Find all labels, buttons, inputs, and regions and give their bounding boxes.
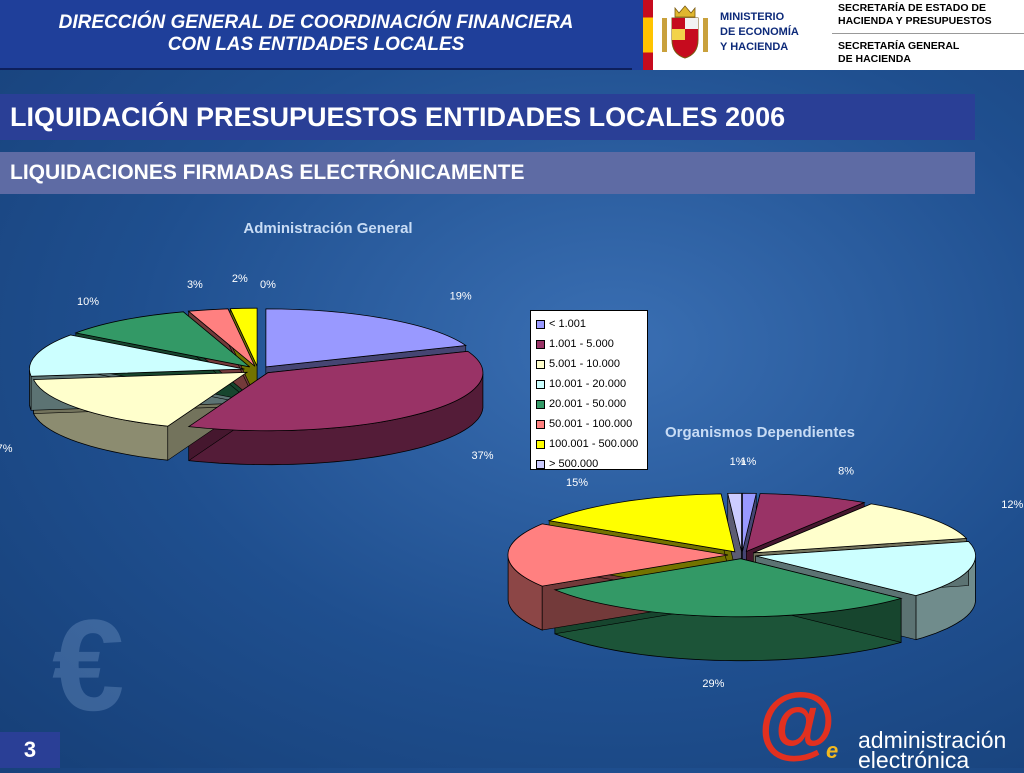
pie-data-label: 0% xyxy=(260,279,276,291)
pie-slice-5.001 - 10.000 xyxy=(753,503,968,554)
secretariat-box xyxy=(828,0,1024,70)
legend-label: < 1.001 xyxy=(549,318,587,330)
legend-swatch xyxy=(536,319,545,329)
pie-data-label: 37% xyxy=(471,450,493,462)
pie-slice-20.001 - 50.000 xyxy=(553,558,903,618)
pie-data-label: 19% xyxy=(450,291,472,303)
pie-data-label: 1% xyxy=(730,456,746,468)
legend-label: 5.001 - 10.000 xyxy=(549,358,620,370)
legend-label: 10.001 - 20.000 xyxy=(549,378,627,390)
ministry-line3: Y HACIENDA xyxy=(720,41,789,53)
legend-swatch xyxy=(536,339,545,349)
legend-item: 20.001 - 50.000 xyxy=(536,394,642,414)
ministry-line2: DE ECONOMÍA xyxy=(720,26,799,38)
legend-swatch xyxy=(536,379,545,389)
at-sign-icon: @ xyxy=(758,677,837,766)
chart-title: Organismos Dependientes xyxy=(665,424,855,441)
legend-swatch xyxy=(536,399,545,409)
page-number: 3 xyxy=(0,732,60,768)
pie-slice-100.001 - 500.000 xyxy=(547,493,736,553)
legend-item: 50.001 - 100.000 xyxy=(536,414,642,434)
pie-data-label: 10% xyxy=(77,296,99,308)
logo-text: administración electrónica xyxy=(858,727,1007,773)
legend-item: 100.001 - 500.000 xyxy=(536,434,642,454)
pie-slice-5.001 - 10.000 xyxy=(32,371,249,427)
slide-title: LIQUIDACIÓN PRESUPUESTOS ENTIDADES LOCAL… xyxy=(0,94,975,140)
chart-title: Administración General xyxy=(243,220,412,237)
legend-label: > 500.000 xyxy=(549,458,599,470)
legend-item: 5.001 - 10.000 xyxy=(536,354,642,374)
e-letter-icon: e xyxy=(826,738,839,763)
ministry-line1: MINISTERIO xyxy=(720,11,785,23)
department-title: DIRECCIÓN GENERAL DE COORDINACIÓN FINANC… xyxy=(0,0,632,70)
pie-slice-10.001 - 20.000 xyxy=(29,334,245,377)
pie-data-label: 3% xyxy=(187,279,203,291)
legend-label: 100.001 - 500.000 xyxy=(549,438,639,450)
secretariat-state-line2: HACIENDA Y PRESUPUESTOS xyxy=(838,15,992,27)
pie-data-label: 17% xyxy=(0,443,13,455)
pie-data-label: 15% xyxy=(566,477,588,489)
pie-slice-< 1.001 xyxy=(741,492,757,552)
spain-flag xyxy=(643,0,653,70)
ministry-label: MINISTERIO DE ECONOMÍA Y HACIENDA xyxy=(720,10,799,55)
logo-line2: electrónica xyxy=(858,747,970,773)
pie-slice-> 500.000 xyxy=(727,492,743,552)
pie-slice-< 1.001 xyxy=(265,308,467,368)
department-title-line1: DIRECCIÓN GENERAL DE COORDINACIÓN FINANC… xyxy=(58,12,574,33)
pie-chart-1: 1%8%12%16%29%15%1%Organismos Dependiente… xyxy=(507,424,1024,690)
pie-slice-100.001 - 500.000 xyxy=(229,307,258,367)
legend-label: 50.001 - 100.000 xyxy=(549,418,633,430)
secretariat-state-line1: SECRETARÍA DE ESTADO DE xyxy=(838,2,986,14)
slide-subtitle: LIQUIDACIONES FIRMADAS ELECTRÓNICAMENTE xyxy=(0,152,975,194)
secretariat-general-line2: DE HACIENDA xyxy=(838,53,911,65)
legend-swatch xyxy=(536,439,545,449)
pie-data-label: 29% xyxy=(702,678,724,690)
legend-swatch xyxy=(536,359,545,369)
legend-swatch xyxy=(536,459,545,469)
pie-data-label: 12% xyxy=(1001,499,1023,511)
secretariat-general: SECRETARÍA GENERAL DE HACIENDA xyxy=(838,40,959,66)
legend-item: > 500.000 xyxy=(536,454,642,474)
chart-legend: < 1.001 1.001 - 5.000 5.001 - 10.000 10.001… xyxy=(530,310,648,470)
pie-slice-10.001 - 20.000 xyxy=(755,541,976,597)
pie-chart-0: 19%37%17%12%10%3%2%0%Administración Gene… xyxy=(0,220,494,466)
legend-swatch xyxy=(536,419,545,429)
pie-slice-1.001 - 5.000 xyxy=(745,493,866,553)
divider xyxy=(832,33,1024,34)
pie-data-label: 1% xyxy=(740,456,756,468)
pie-slice-1.001 - 5.000 xyxy=(187,350,484,432)
pie-slice-50.001 - 100.000 xyxy=(187,308,256,367)
pie-data-label: 8% xyxy=(838,466,854,478)
legend-item: 10.001 - 20.000 xyxy=(536,374,642,394)
pie-slice-20.001 - 50.000 xyxy=(74,311,251,368)
secretariat-state: SECRETARÍA DE ESTADO DE HACIENDA Y PRESU… xyxy=(838,2,992,28)
legend-item: < 1.001 xyxy=(536,314,642,334)
euro-watermark-icon: € xyxy=(52,592,125,738)
header: DIRECCIÓN GENERAL DE COORDINACIÓN FINANC… xyxy=(0,0,1024,70)
pie-data-label: 2% xyxy=(232,273,248,285)
department-title-line2: CON LAS ENTIDADES LOCALES xyxy=(167,34,465,55)
logo-line1: administración xyxy=(858,727,1007,753)
pie-slice-50.001 - 100.000 xyxy=(507,523,729,587)
legend-item: 1.001 - 5.000 xyxy=(536,334,642,354)
coat-of-arms-icon xyxy=(662,5,708,59)
legend-label: 1.001 - 5.000 xyxy=(549,338,614,350)
legend-label: 20.001 - 50.000 xyxy=(549,398,627,410)
secretariat-general-line1: SECRETARÍA GENERAL xyxy=(838,40,960,52)
